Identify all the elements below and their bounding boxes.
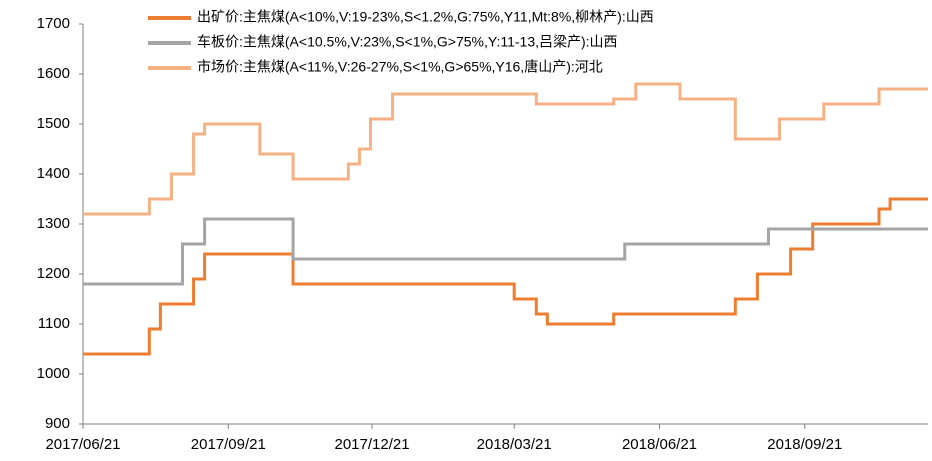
legend-label: 车板价:主焦煤(A<10.5%,V:23%,S<1%,G>75%,Y:11-13…: [197, 34, 618, 50]
x-tick-label: 2018/03/21: [477, 436, 552, 453]
y-tick-label: 1400: [37, 165, 70, 182]
x-tick-label: 2017/12/21: [334, 436, 409, 453]
legend-label: 出矿价:主焦煤(A<10%,V:19-23%,S<1.2%,G:75%,Y11,…: [197, 9, 654, 25]
series-line: [83, 197, 928, 356]
y-tick-label: 1300: [37, 215, 70, 232]
x-tick-label: 2017/09/21: [191, 436, 266, 453]
x-tick-label: 2018/06/21: [622, 436, 697, 453]
y-tick-label: 1700: [37, 15, 70, 32]
series-line: [83, 82, 928, 216]
y-tick-label: 1200: [37, 265, 70, 282]
y-tick-label: 1600: [37, 65, 70, 82]
y-tick-label: 900: [45, 415, 70, 432]
y-tick-label: 1500: [37, 115, 70, 132]
x-tick-label: 2017/06/21: [45, 436, 120, 453]
y-tick-label: 1000: [37, 365, 70, 382]
series-line: [83, 217, 928, 286]
y-tick-label: 1100: [38, 315, 70, 332]
legend-label: 市场价:主焦煤(A<11%,V:26-27%,S<1%,G>65%,Y16,唐山…: [197, 59, 603, 75]
x-tick-label: 2018/09/21: [767, 436, 842, 453]
